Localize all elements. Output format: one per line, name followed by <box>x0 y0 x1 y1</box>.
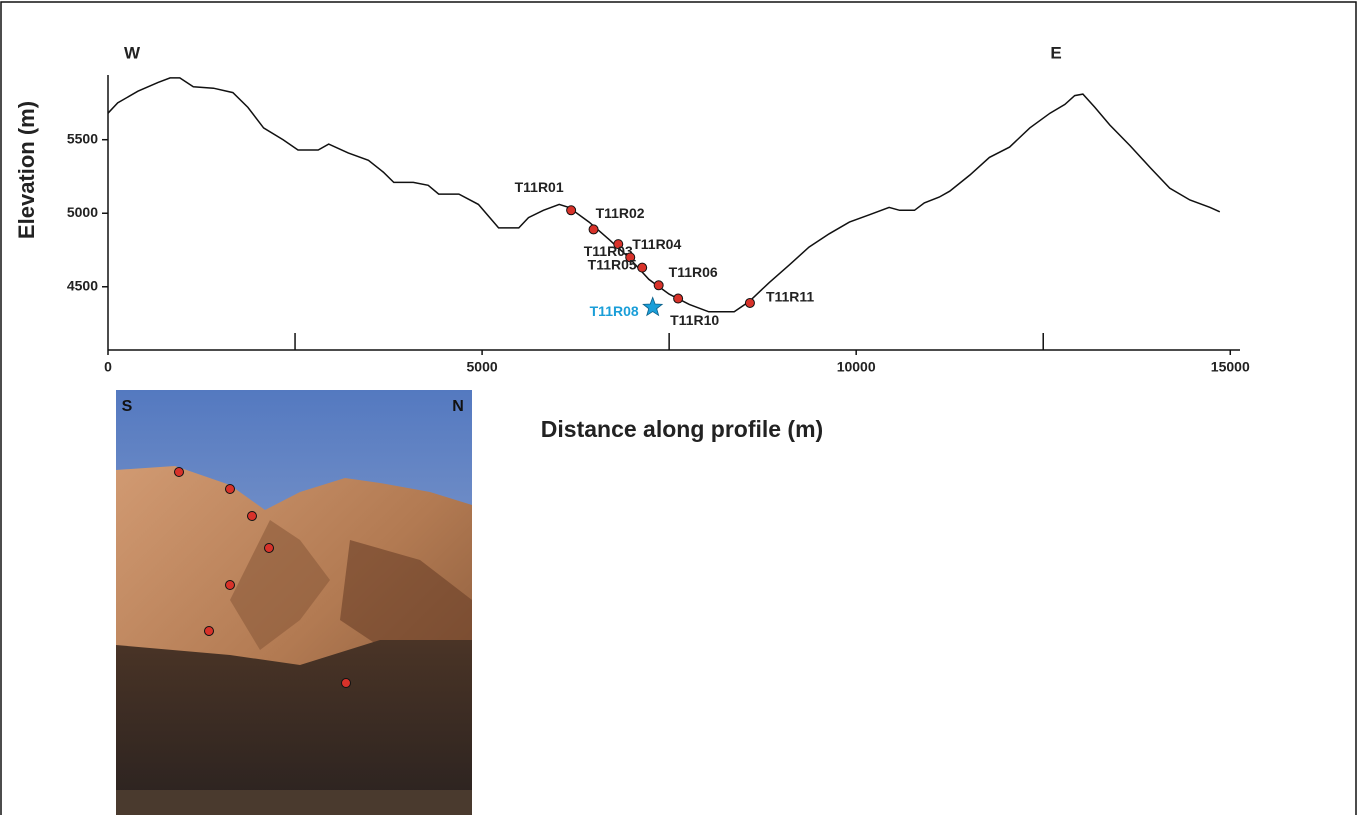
direction-label: E <box>1050 43 1061 62</box>
y-tick-label: 5000 <box>67 204 98 220</box>
photo-label: N <box>452 398 464 415</box>
sample-point <box>673 293 684 304</box>
y-axis-title: Elevation (m) <box>14 101 39 239</box>
sample-point <box>613 239 624 250</box>
sample-label: T11R01 <box>515 179 564 195</box>
photo-shadow <box>116 640 472 815</box>
x-tick-label: 5000 <box>467 359 498 375</box>
sample-point <box>637 262 648 273</box>
photo-water <box>116 790 472 815</box>
sample-label: T11R02 <box>596 205 645 221</box>
x-tick-label: 10000 <box>837 359 876 375</box>
photo-sample-dot <box>247 511 257 521</box>
photo-sample-dot <box>264 543 274 553</box>
x-tick-label: 15000 <box>1211 359 1250 375</box>
sample-point <box>653 280 664 291</box>
photo-rock-shadow <box>230 520 330 650</box>
photo-sample-dot <box>341 678 351 688</box>
photo-label: S <box>122 398 133 415</box>
sample-label: T11R10 <box>670 312 719 328</box>
photo: S N <box>116 390 472 815</box>
sample-label: T11R08 <box>590 303 639 319</box>
photo-sample-dot <box>204 626 214 636</box>
y-tick-label: 4500 <box>67 277 98 293</box>
photo-sample-dot <box>225 580 235 590</box>
sample-point <box>566 205 577 216</box>
direction-label: W <box>124 43 141 62</box>
profile-line <box>107 77 1221 313</box>
x-axis-title: Distance along profile (m) <box>541 416 823 442</box>
sample-label: T11R05 <box>588 256 637 272</box>
x-tick-label: 0 <box>104 359 112 375</box>
photo-sample-dot <box>225 484 235 494</box>
sample-label: T11R06 <box>669 264 718 280</box>
sample-point <box>625 252 636 263</box>
y-tick-label: 5500 <box>67 130 98 146</box>
photo-sample-dot <box>174 467 184 477</box>
sample-label: T11R04 <box>632 236 681 252</box>
sample-label: T11R11 <box>766 289 814 305</box>
sample-label: T11R03 <box>584 243 633 259</box>
sample-point <box>588 224 599 235</box>
sample-star <box>642 296 664 317</box>
sample-point <box>744 297 755 308</box>
